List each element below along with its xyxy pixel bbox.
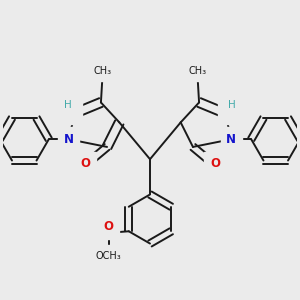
Text: O: O	[80, 157, 90, 170]
Text: O: O	[104, 220, 114, 233]
Text: H: H	[228, 100, 236, 110]
Text: N: N	[64, 133, 74, 146]
Text: O: O	[210, 157, 220, 170]
Text: CH₃: CH₃	[93, 66, 112, 76]
Text: N: N	[226, 133, 236, 146]
Text: N: N	[223, 106, 233, 119]
Text: H: H	[64, 100, 72, 110]
Text: CH₃: CH₃	[188, 66, 207, 76]
Text: N: N	[67, 106, 77, 119]
Text: OCH₃: OCH₃	[96, 251, 122, 261]
